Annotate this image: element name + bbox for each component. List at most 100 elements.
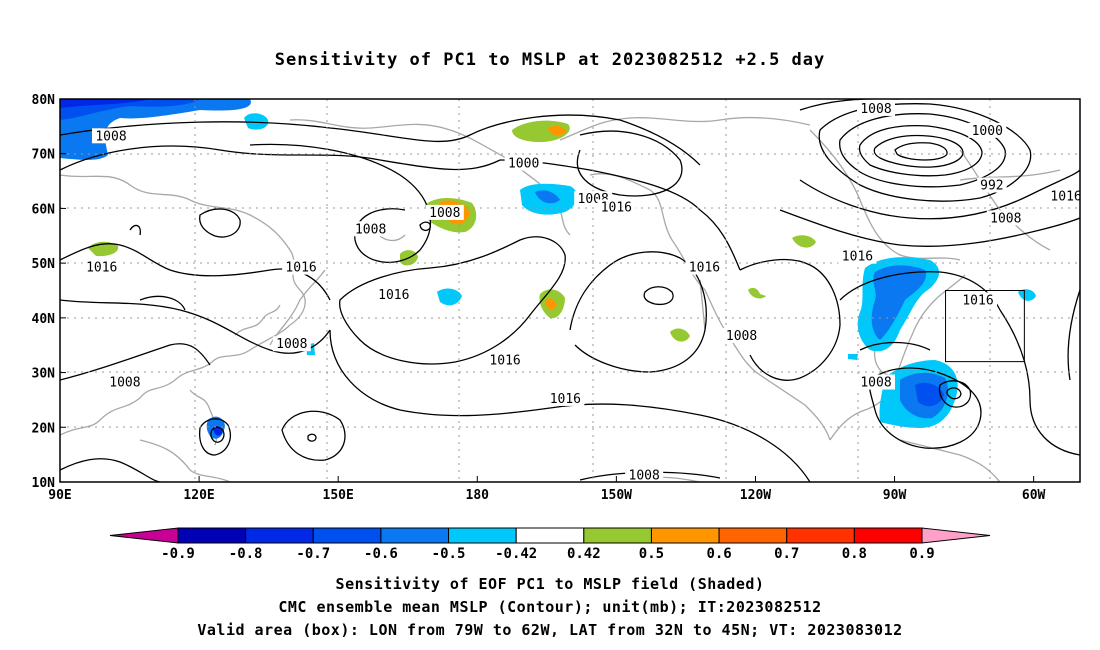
colorbar-swatch bbox=[650, 527, 720, 544]
contour-label-bg bbox=[272, 336, 311, 352]
colorbar-swatch bbox=[177, 527, 247, 544]
caption-line-3: Valid area (box): LON from 79W to 62W, L… bbox=[197, 621, 903, 639]
contour-label: 1008 bbox=[276, 337, 307, 352]
lat-tick-label: 70N bbox=[32, 148, 56, 163]
colorbar-swatch bbox=[853, 527, 923, 544]
contour-label-bg bbox=[857, 100, 895, 116]
contour-label-bg bbox=[282, 259, 321, 275]
contour-label-bg bbox=[625, 467, 664, 482]
contour-label: 1008 bbox=[990, 211, 1021, 226]
lat-tick-label: 60N bbox=[32, 202, 56, 217]
contour-label-bg bbox=[986, 210, 1025, 226]
contour-label-bg bbox=[105, 374, 144, 390]
lat-tick-label: 30N bbox=[32, 367, 56, 382]
contour-labels: 1008 1008 1008 1000 1008 1016 1008 1000 992 1008 1… bbox=[82, 100, 1081, 484]
contour-label-bg bbox=[1047, 188, 1080, 204]
lat-tick-label: 80N bbox=[32, 93, 56, 108]
lon-tick-label: 90E bbox=[48, 488, 71, 503]
longitude-axis: 90E 120E 150E 180 150W 120W 90W 60W bbox=[48, 476, 1046, 503]
contour-label: 1008 bbox=[860, 102, 891, 117]
contour-label-bg bbox=[685, 259, 724, 275]
contour-label: 1016 bbox=[962, 293, 993, 308]
colorbar bbox=[109, 527, 991, 544]
lon-tick-label: 150E bbox=[323, 488, 354, 503]
contour-label-bg bbox=[546, 390, 585, 406]
lon-tick-label: 150W bbox=[601, 488, 632, 503]
valid-area-box bbox=[945, 290, 1025, 363]
lon-tick-label: 90W bbox=[883, 488, 907, 503]
colorbar-label: -0.9 bbox=[161, 546, 195, 562]
lon-tick-label: 60W bbox=[1022, 488, 1046, 503]
colorbar-label: -0.6 bbox=[364, 546, 398, 562]
contour-label: 1016 bbox=[378, 288, 409, 303]
lon-tick-label: 120E bbox=[183, 488, 214, 503]
contour-label: 1008 bbox=[95, 129, 126, 144]
contour-label: 1016 bbox=[689, 261, 720, 276]
contour-label-bg bbox=[425, 204, 464, 220]
colorbar-label: -0.7 bbox=[296, 546, 330, 562]
colorbar-swatch bbox=[718, 527, 788, 544]
colorbar-label: 0.9 bbox=[909, 546, 934, 562]
contour-label-bg bbox=[838, 248, 877, 264]
lon-tick-label: 120W bbox=[740, 488, 771, 503]
contour-label-bg bbox=[92, 128, 130, 144]
contour-label: 1008 bbox=[726, 329, 757, 344]
contour-label-bg bbox=[977, 177, 1007, 193]
lat-tick-label: 10N bbox=[32, 476, 56, 491]
plot-frame bbox=[59, 98, 1081, 483]
colorbar-swatch bbox=[380, 527, 450, 544]
contour-label: 1008 bbox=[860, 376, 891, 391]
contour-label-bg bbox=[959, 292, 997, 308]
lat-tick-label: 50N bbox=[32, 257, 56, 272]
contour-label: 1000 bbox=[972, 124, 1003, 139]
caption-line-2: CMC ensemble mean MSLP (Contour); unit(m… bbox=[278, 598, 822, 616]
latitude-axis: 80N 70N 60N 50N 40N 30N 20N 10N bbox=[32, 93, 66, 491]
contour-label: 1008 bbox=[429, 206, 460, 221]
colorbar-label: 0.6 bbox=[706, 546, 731, 562]
colorbar-swatch bbox=[448, 527, 517, 544]
lat-tick-label: 20N bbox=[32, 421, 56, 436]
contour-label-bg bbox=[504, 155, 543, 171]
contour-label: 1008 bbox=[355, 222, 386, 237]
colorbar-swatch bbox=[245, 527, 314, 544]
contour-label: 1008 bbox=[109, 376, 140, 391]
contour-label: 1016 bbox=[601, 200, 632, 215]
contour-label-bg bbox=[857, 374, 895, 390]
contour-label: 1016 bbox=[1050, 189, 1081, 204]
contour-label: 1016 bbox=[285, 261, 316, 276]
contour-label: 1008 bbox=[629, 469, 660, 484]
colorbar-label: 0.42 bbox=[567, 546, 601, 562]
contour-label-bg bbox=[486, 352, 525, 368]
colorbar-swatch bbox=[312, 527, 382, 544]
lat-tick-label: 40N bbox=[32, 312, 56, 327]
colorbar-high-arrow bbox=[921, 527, 991, 544]
coastlines bbox=[60, 116, 1061, 482]
contour-label-bg bbox=[597, 199, 636, 215]
colorbar-swatch bbox=[583, 527, 652, 544]
colorbar-label: -0.42 bbox=[495, 546, 537, 562]
grid-lines bbox=[60, 99, 1080, 482]
colorbar-label: 0.5 bbox=[639, 546, 664, 562]
contour-label: 1000 bbox=[508, 157, 539, 172]
contour-label: 1016 bbox=[489, 354, 520, 369]
colorbar-label: -0.8 bbox=[229, 546, 263, 562]
contour-label: 1016 bbox=[550, 392, 581, 407]
colorbar-label: 0.7 bbox=[774, 546, 799, 562]
contour-label: 1016 bbox=[86, 261, 117, 276]
colorbar-swatch bbox=[786, 527, 855, 544]
colorbar-label: 0.8 bbox=[842, 546, 867, 562]
contour-label: 1016 bbox=[842, 250, 873, 265]
contour-label-bg bbox=[968, 122, 1007, 138]
colorbar-swatch bbox=[515, 527, 585, 544]
contour-label-bg bbox=[351, 221, 390, 237]
colorbar-labels: -0.9 -0.8 -0.7 -0.6 -0.5 -0.42 0.42 0.5 0.6 0.7 0.… bbox=[161, 546, 935, 562]
colorbar-low-arrow bbox=[109, 527, 179, 544]
colorbar-label: -0.5 bbox=[432, 546, 466, 562]
contour-label-bg bbox=[82, 259, 121, 275]
contour-label-bg bbox=[374, 286, 413, 302]
caption-line-1: Sensitivity of EOF PC1 to MSLP field (Sh… bbox=[335, 575, 765, 593]
plot-title: Sensitivity of PC1 to MSLP at 2023082512… bbox=[274, 50, 826, 70]
lon-tick-label: 180 bbox=[466, 488, 490, 503]
contour-label: 992 bbox=[980, 179, 1003, 194]
